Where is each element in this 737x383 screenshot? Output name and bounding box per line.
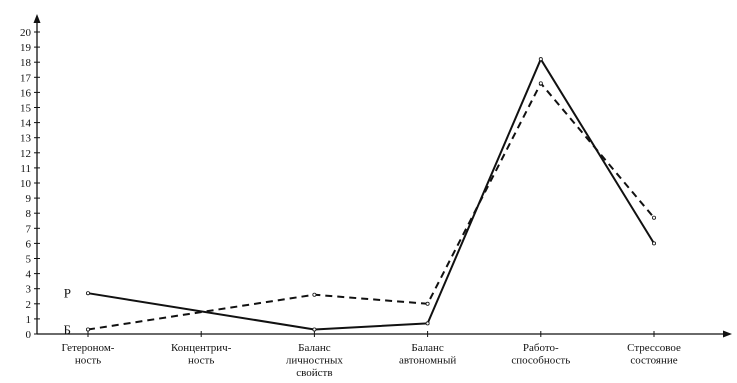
data-point: [652, 215, 657, 220]
y-tick-label: 5: [26, 254, 32, 266]
data-point: [652, 241, 657, 246]
y-tick-label: 7: [26, 223, 32, 235]
y-tick-label: 11: [20, 163, 31, 175]
x-tick-label: Баланс автономный: [399, 342, 456, 367]
series-label-0: Р: [64, 286, 71, 301]
x-axis-ticks: Гетероном-ность Концентрич-ность Баланс лич…: [62, 331, 681, 379]
y-tick-label: 14: [20, 118, 32, 130]
x-tick-label: Работо-способность: [511, 342, 570, 367]
y-tick-label: 6: [26, 238, 32, 250]
y-tick-label: 2: [26, 299, 32, 311]
series-line-0: [87, 58, 655, 331]
x-tick-label: Концентрич-ность: [171, 342, 232, 367]
y-tick-label: 12: [20, 148, 31, 160]
series-lines: [86, 57, 657, 332]
y-tick-label: 15: [20, 103, 32, 115]
y-tick-label: 16: [20, 87, 32, 99]
x-tick-label: Гетероном-ность: [62, 342, 115, 367]
y-tick-label: 3: [26, 284, 32, 296]
data-point: [538, 81, 543, 86]
x-axis-arrow-icon: [723, 330, 732, 338]
x-tick-label: Баланс личностных свойств: [286, 342, 344, 379]
x-tick-label: Стрессовое состояние: [627, 342, 681, 367]
y-tick-label: 9: [26, 193, 32, 205]
data-point: [538, 57, 543, 62]
series-line-1: [87, 82, 655, 331]
y-tick-label: 19: [20, 42, 32, 54]
data-point: [425, 301, 430, 306]
y-tick-label: 17: [20, 72, 32, 84]
data-point: [312, 327, 317, 332]
y-tick-label: 20: [20, 27, 32, 39]
y-tick-label: 4: [26, 269, 32, 281]
axes: [33, 14, 732, 338]
data-point: [86, 291, 91, 296]
data-point: [312, 292, 317, 297]
y-tick-label: 13: [20, 133, 32, 145]
y-tick-label: 8: [26, 208, 32, 220]
series-labels: РБ: [64, 286, 71, 337]
y-tick-label: 18: [20, 57, 32, 69]
data-point: [86, 327, 91, 332]
series-label-1: Б: [64, 322, 71, 337]
y-tick-label: 10: [20, 178, 32, 190]
y-tick-label: 1: [26, 314, 32, 326]
y-tick-label: 0: [26, 329, 32, 341]
y-axis-arrow-icon: [33, 14, 41, 23]
data-point: [425, 321, 430, 326]
